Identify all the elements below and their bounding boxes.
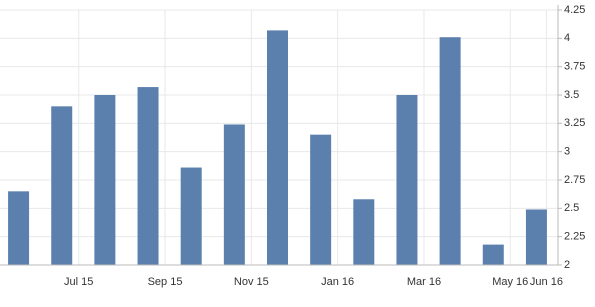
x-tick-label: May 16 xyxy=(492,276,528,288)
bar xyxy=(51,106,73,265)
bar xyxy=(310,134,332,265)
bar xyxy=(267,30,288,266)
bar xyxy=(8,191,30,265)
bar xyxy=(482,244,504,265)
x-tick-label: Mar 16 xyxy=(407,276,441,288)
bar xyxy=(525,209,547,265)
x-tick-label: Jul 15 xyxy=(64,276,93,288)
bar xyxy=(94,95,116,265)
y-tick-label: 3 xyxy=(564,146,570,158)
bar xyxy=(439,37,461,266)
bar xyxy=(180,167,202,265)
bar xyxy=(223,124,245,265)
bar xyxy=(396,95,418,265)
bar xyxy=(137,87,159,265)
y-tick-label: 4.25 xyxy=(564,4,585,16)
y-tick-label: 4 xyxy=(564,32,570,44)
bar xyxy=(353,199,375,265)
y-tick-label: 2 xyxy=(564,259,570,271)
y-tick-label: 2.25 xyxy=(564,231,585,243)
y-tick-label: 3.25 xyxy=(564,117,585,129)
y-tick-label: 3.75 xyxy=(564,61,585,73)
x-tick-label: Jan 16 xyxy=(321,276,354,288)
x-tick-label: Jun 16 xyxy=(530,276,563,288)
y-tick-label: 2.5 xyxy=(564,202,579,214)
x-tick-label: Nov 15 xyxy=(234,276,269,288)
y-tick-label: 2.75 xyxy=(564,174,585,186)
x-tick-label: Sep 15 xyxy=(148,276,183,288)
y-tick-label: 3.5 xyxy=(564,89,579,101)
